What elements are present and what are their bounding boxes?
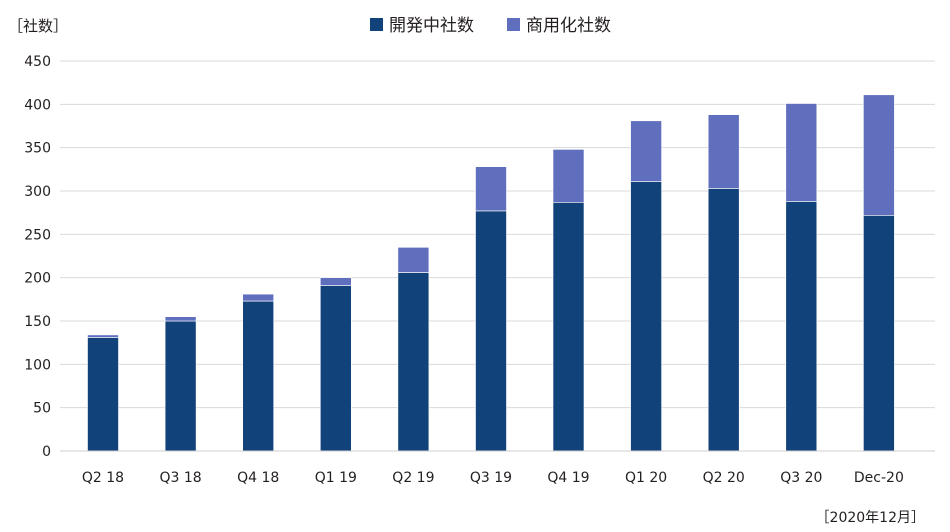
bar-commercialized xyxy=(164,316,197,322)
bar-in-development xyxy=(475,210,507,452)
x-tick-label: Q4 19 xyxy=(547,470,589,486)
y-tick-label: 350 xyxy=(24,141,51,157)
bar-in-development xyxy=(397,272,430,452)
legend-label-in-development: 開発中社数 xyxy=(389,16,474,36)
bar-in-development xyxy=(164,320,197,452)
y-tick-label: 250 xyxy=(24,227,51,243)
y-tick-label: 200 xyxy=(24,271,51,287)
legend-swatch-in-development xyxy=(370,18,383,31)
bar-commercialized xyxy=(785,103,818,202)
y-tick-label: 450 xyxy=(24,54,51,70)
bar-in-development xyxy=(552,202,585,452)
y-tick-label: 50 xyxy=(33,401,51,417)
bar-commercialized xyxy=(863,94,895,216)
legend-swatch-commercialized xyxy=(507,18,520,31)
y-tick-label: 150 xyxy=(24,314,51,330)
bar-commercialized xyxy=(552,149,585,203)
legend-label-commercialized: 商用化社数 xyxy=(526,16,611,36)
bar-commercialized xyxy=(630,120,662,182)
x-tick-label: Q3 18 xyxy=(159,470,201,486)
x-tick-label: Q3 20 xyxy=(780,470,822,486)
bar-commercialized xyxy=(397,247,430,273)
bar-commercialized xyxy=(475,166,507,212)
x-tick-label: Q2 18 xyxy=(82,470,124,486)
bar-in-development xyxy=(319,285,352,452)
x-tick-label: Dec-20 xyxy=(854,470,904,486)
x-tick-label: Q2 20 xyxy=(703,470,745,486)
bar-commercialized xyxy=(707,114,740,189)
y-tick-label: 300 xyxy=(24,184,51,200)
x-tick-label: Q2 19 xyxy=(392,470,434,486)
bar-commercialized xyxy=(319,277,352,286)
x-tick-label: Q4 18 xyxy=(237,470,279,486)
legend: 開発中社数 商用化社数 xyxy=(370,16,611,36)
y-tick-label: 400 xyxy=(24,97,51,113)
bar-in-development xyxy=(863,215,895,452)
bar-commercialized xyxy=(242,293,274,302)
bar-in-development xyxy=(87,337,119,452)
y-tick-label: 0 xyxy=(42,444,51,460)
date-note: ［2020年12月］ xyxy=(816,510,925,526)
bars xyxy=(87,94,895,452)
x-tick-label: Q1 19 xyxy=(315,470,357,486)
bar-commercialized xyxy=(87,334,119,338)
y-tick-label: 100 xyxy=(24,357,51,373)
bar-in-development xyxy=(707,188,740,452)
bar-in-development xyxy=(630,181,662,452)
y-axis-tick-labels: 0 50 100 150 200 250 300 350 400 450 xyxy=(24,54,51,460)
x-axis-tick-labels: Q2 18 Q3 18 Q4 18 Q1 19 Q2 19 Q3 19 Q4 19 Q1 20… xyxy=(82,470,904,486)
bar-in-development xyxy=(242,300,274,452)
y-unit-label: ［社数］ xyxy=(8,17,68,35)
bar-in-development xyxy=(785,201,818,452)
x-tick-label: Q3 19 xyxy=(470,470,512,486)
x-tick-label: Q1 20 xyxy=(625,470,667,486)
